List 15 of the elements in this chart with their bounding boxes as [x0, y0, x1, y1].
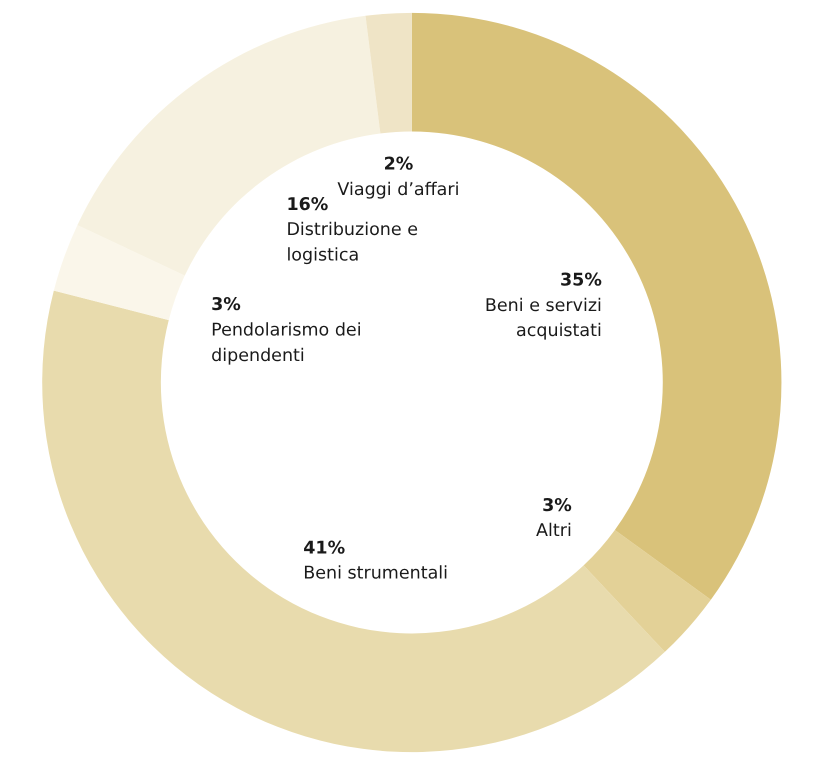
slice-label: Beni strumentali [303, 564, 448, 584]
donut-slice [365, 12, 412, 134]
data-label: 35% [560, 270, 602, 291]
data-label: 16% [286, 194, 328, 215]
slice-label: Altri [536, 521, 572, 542]
slice-label: Distribuzione e logistica [286, 220, 418, 266]
slice-label: Beni e servizi acquistati [484, 296, 602, 342]
slice-label: Pendolarismo dei dipendenti [211, 320, 362, 366]
data-label: 3% [211, 295, 241, 316]
data-label: 3% [542, 496, 572, 516]
data-label: 2% [384, 154, 414, 175]
donut-slice [584, 530, 711, 652]
donut-slice [42, 290, 665, 752]
slice-label: Viaggi d’affari [337, 180, 460, 200]
data-label: 41% [303, 538, 346, 558]
